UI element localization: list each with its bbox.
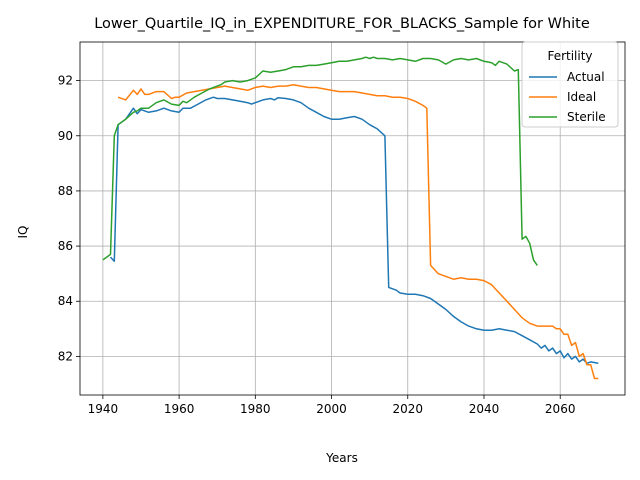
x-tick-label: 2040: [469, 402, 500, 416]
series-line-sterile: [102, 56, 538, 266]
x-tick-label: 2060: [545, 402, 576, 416]
legend-label-actual: Actual: [567, 70, 605, 84]
plot-frame: [79, 41, 626, 396]
series-line-actual: [109, 96, 599, 365]
ticks: 1940 1960 1980 2000 2020 2040 2060 82 84 86 88 90 92: [58, 74, 576, 416]
x-tick-label: 1960: [164, 402, 195, 416]
y-tick-label: 84: [58, 294, 73, 308]
legend: Fertility Actual Ideal Sterile: [521, 41, 619, 128]
legend-title: Fertility: [547, 49, 592, 63]
y-tick-label: 86: [58, 239, 73, 253]
series-layer: [102, 56, 599, 380]
grid: [80, 42, 625, 395]
x-tick-label: 1940: [88, 402, 119, 416]
y-tick-label: 82: [58, 349, 73, 363]
x-tick-label: 2020: [392, 402, 423, 416]
series-line-ideal: [117, 83, 599, 380]
chart-title: Lower_Quartile_IQ_in_EXPENDITURE_FOR_BLA…: [94, 16, 590, 32]
y-tick-label: 88: [58, 184, 73, 198]
x-tick-label: 1980: [240, 402, 271, 416]
x-tick-label: 2000: [316, 402, 347, 416]
legend-box: [521, 41, 619, 128]
y-axis-label: IQ: [16, 226, 30, 239]
y-tick-label: 90: [58, 129, 73, 143]
legend-label-ideal: Ideal: [567, 90, 596, 104]
y-tick-label: 92: [58, 74, 73, 88]
legend-label-sterile: Sterile: [567, 110, 606, 124]
x-axis-label: Years: [325, 451, 358, 465]
